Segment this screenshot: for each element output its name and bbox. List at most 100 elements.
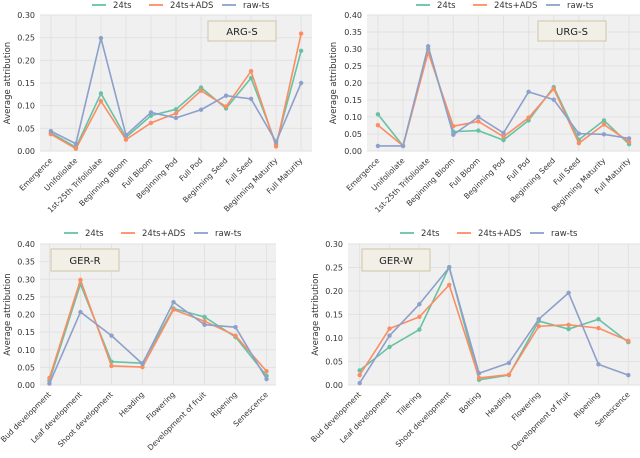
- chart-panel-urg-s: 0.000.050.100.150.200.250.300.350.40Emer…: [329, 1, 640, 215]
- x-tick-label: Bud development: [309, 390, 363, 444]
- data-point: [47, 381, 52, 386]
- y-tick-label: 0.35: [344, 28, 362, 37]
- x-tick-label: Heading: [484, 390, 513, 419]
- y-axis-label: Average attribution: [311, 273, 321, 355]
- series-24ts-plus-ads: [375, 50, 632, 149]
- data-point: [526, 89, 531, 95]
- legend-label: 24ts+ADS: [478, 229, 521, 239]
- data-point: [601, 118, 607, 123]
- data-point: [109, 363, 114, 369]
- panel-label: URG-S: [556, 27, 588, 38]
- data-point: [576, 131, 582, 136]
- y-tick-label: 0.30: [344, 45, 362, 54]
- y-tick-label: 0.35: [17, 258, 35, 267]
- data-point: [387, 326, 392, 331]
- data-point: [148, 110, 154, 115]
- data-point: [576, 140, 582, 146]
- y-tick-label: 0.25: [17, 293, 35, 302]
- data-point: [123, 132, 129, 138]
- data-point: [357, 368, 362, 373]
- x-tick-label: Tillering: [394, 390, 423, 419]
- series-line: [48, 301, 268, 384]
- y-tick-label: 0.20: [17, 311, 35, 320]
- data-point: [447, 282, 452, 288]
- data-point: [626, 338, 631, 344]
- y-tick-label: 0.25: [344, 62, 362, 71]
- panel-label: GER-W: [379, 256, 413, 267]
- data-point: [248, 96, 254, 102]
- data-point: [476, 375, 482, 381]
- chart-panel-arg-s: 0.000.050.100.150.200.250.30EmergenceUni…: [3, 1, 312, 215]
- data-point: [501, 130, 506, 136]
- data-point: [375, 122, 381, 128]
- x-tick-label: Shoot development: [56, 390, 115, 449]
- legend: 24ts 24ts+ADS raw-ts: [416, 1, 594, 11]
- data-point: [298, 80, 304, 86]
- y-axis-label: Average attribution: [3, 273, 13, 355]
- data-point: [476, 114, 481, 120]
- y-tick-label: 0.00: [344, 147, 362, 156]
- y-tick-label: 0.05: [17, 124, 35, 133]
- y-tick-label: 0.10: [17, 102, 35, 111]
- data-point: [506, 372, 512, 377]
- data-point: [48, 132, 54, 137]
- data-point: [78, 309, 83, 315]
- data-point: [536, 317, 541, 322]
- y-tick-label: 0.20: [17, 56, 35, 65]
- data-point: [476, 371, 482, 376]
- y-tick-label: 0.10: [344, 113, 362, 122]
- legend-label: 24ts: [437, 1, 456, 11]
- data-point: [566, 326, 571, 332]
- y-tick-label: 0.10: [17, 346, 35, 355]
- data-point: [233, 324, 238, 330]
- data-point: [171, 307, 176, 312]
- data-point: [626, 372, 631, 378]
- data-point: [357, 380, 362, 386]
- data-point: [387, 333, 392, 338]
- x-tick-label: Ripening: [209, 390, 239, 420]
- data-point: [223, 93, 229, 98]
- legend-label: 24ts: [421, 229, 440, 239]
- data-point: [447, 265, 452, 270]
- y-tick-label: 0.20: [325, 287, 343, 296]
- x-tick-label: Bud development: [0, 390, 53, 444]
- data-point: [476, 119, 481, 124]
- data-point: [98, 98, 104, 104]
- data-point: [98, 91, 104, 96]
- data-point: [501, 137, 506, 143]
- legend-label: raw-ts: [243, 1, 270, 11]
- legend-label: 24ts: [113, 1, 132, 11]
- legend-label: raw-ts: [551, 229, 578, 239]
- data-point: [596, 317, 601, 322]
- y-tick-label: 0.30: [17, 11, 35, 20]
- y-tick-label: 0.15: [344, 96, 362, 105]
- data-point: [601, 132, 607, 137]
- series-line: [359, 284, 629, 379]
- data-point: [626, 139, 632, 145]
- data-point: [551, 86, 556, 91]
- y-tick-label: 0.00: [17, 381, 35, 390]
- data-point: [375, 143, 381, 149]
- panel-label-box: [207, 20, 277, 42]
- data-point: [73, 146, 79, 151]
- series-24ts-plus-ads: [47, 277, 269, 381]
- data-point: [140, 364, 145, 370]
- data-point: [148, 120, 154, 126]
- data-point: [551, 97, 556, 102]
- panel-label: ARG-S: [226, 27, 258, 38]
- y-tick-label: 0.05: [344, 130, 362, 139]
- data-point: [198, 107, 204, 112]
- y-tick-label: 0.05: [325, 358, 343, 367]
- x-tick-label: Heading: [117, 390, 146, 419]
- data-point: [626, 136, 632, 141]
- x-tick-label: Beginning Seed: [181, 156, 230, 205]
- data-point: [387, 344, 392, 350]
- data-point: [171, 299, 176, 305]
- series-line: [48, 279, 268, 379]
- data-point: [566, 290, 571, 296]
- y-tick-label: 0.15: [17, 79, 35, 88]
- legend-label: raw-ts: [215, 229, 242, 239]
- data-point: [202, 318, 207, 324]
- data-point: [198, 85, 204, 90]
- data-point: [109, 333, 114, 338]
